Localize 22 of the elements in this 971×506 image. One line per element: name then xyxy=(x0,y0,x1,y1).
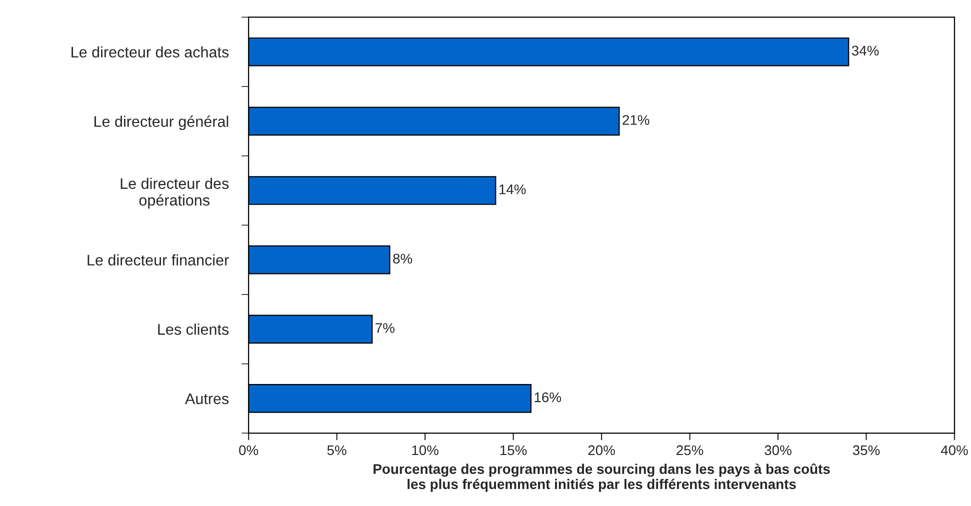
x-tick-label: 35% xyxy=(852,445,880,456)
x-tick-label: 5% xyxy=(327,445,346,456)
x-tick-label: 20% xyxy=(588,445,615,456)
y-tick-label: Le directeur des opérations xyxy=(120,178,229,209)
x-tick-label: 25% xyxy=(676,445,704,456)
x-axis-title: Pourcentage des programmes de sourcing dans les pays à bas coûts les plus fréquemment initiés par les différents intervenants xyxy=(374,463,830,492)
data-label: 21% xyxy=(622,115,650,125)
y-tick-label: Les clients xyxy=(158,324,229,335)
data-label: 34% xyxy=(852,46,879,56)
x-tick-label: 40% xyxy=(940,445,968,456)
x-tick-label: 0% xyxy=(239,445,258,456)
data-label: 14% xyxy=(499,184,526,194)
x-tick-label: 10% xyxy=(412,445,438,456)
y-tick-label: Autres xyxy=(185,394,229,404)
y-tick-label: Le directeur financier xyxy=(88,254,229,266)
data-label: 7% xyxy=(376,323,394,333)
y-tick-label: Le directeur général xyxy=(94,116,228,130)
y-tick-label: Le directeur des achats xyxy=(72,46,229,58)
x-tick-label: 30% xyxy=(764,445,792,456)
data-label: 16% xyxy=(534,392,562,402)
data-label: 8% xyxy=(393,254,412,264)
x-tick-label: 15% xyxy=(500,445,527,456)
